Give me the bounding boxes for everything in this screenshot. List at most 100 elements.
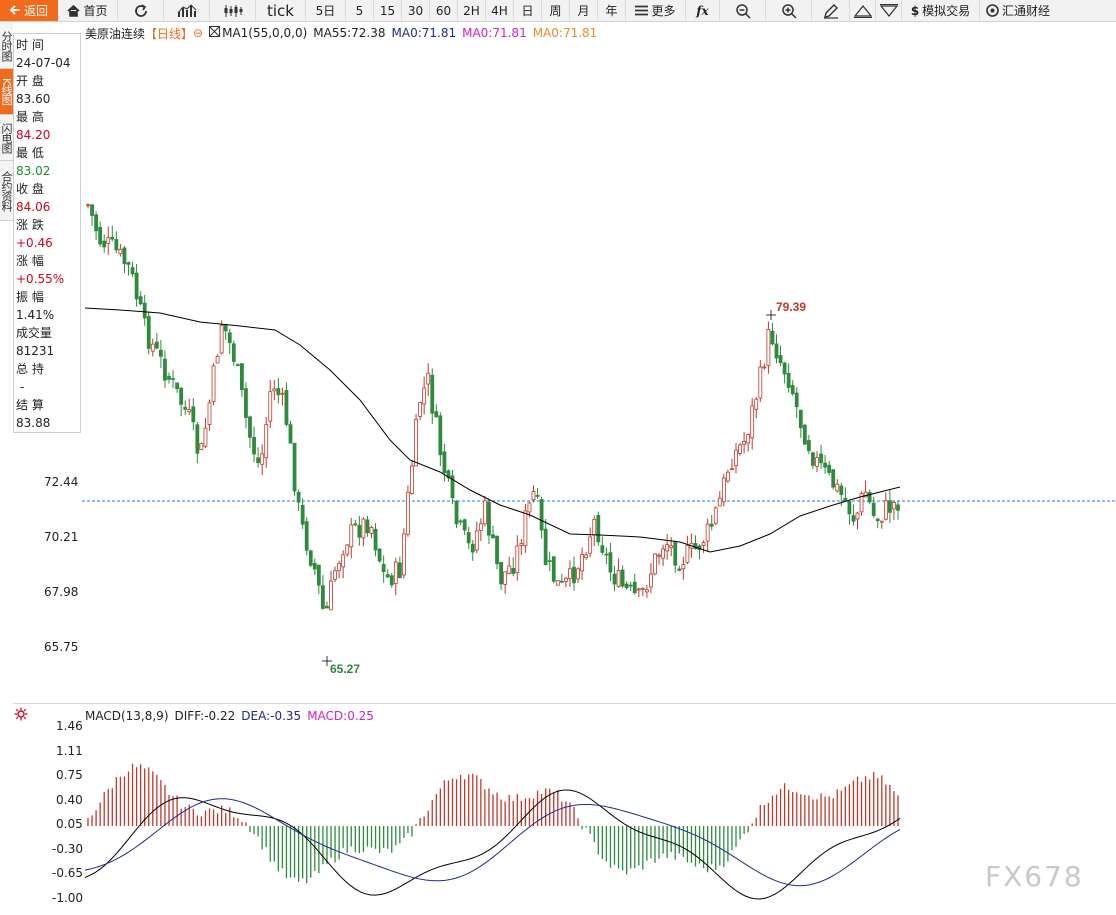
candle-body xyxy=(118,248,123,255)
candle-body xyxy=(726,471,730,482)
ma0-value-c: MA0:71.81 xyxy=(532,26,598,40)
settings-circle-icon[interactable]: ⊖ xyxy=(193,26,204,40)
huitong-button[interactable]: 汇通财经 xyxy=(980,0,1056,21)
tab-contract[interactable]: 合约资料 xyxy=(0,161,13,221)
bar-chart-button[interactable] xyxy=(164,0,210,21)
candle-body xyxy=(150,343,155,352)
candle-body xyxy=(199,443,204,450)
settle-value: 83.88 xyxy=(16,416,51,430)
candle-body xyxy=(786,372,791,388)
period-30[interactable]: 30 xyxy=(402,0,430,21)
period-60[interactable]: 60 xyxy=(430,0,458,21)
instrument-name: 美原油连续 xyxy=(85,26,146,41)
period-label: 60 xyxy=(435,3,452,18)
candle-body xyxy=(807,440,811,452)
candle-body xyxy=(219,324,224,354)
amplitude-label: 振 幅 xyxy=(16,290,44,304)
macd-y-tick: -1.00 xyxy=(52,891,84,905)
candle-body xyxy=(734,449,738,467)
period-week[interactable]: 周 xyxy=(542,0,570,21)
period-15[interactable]: 15 xyxy=(374,0,402,21)
huitong-label: 汇通财经 xyxy=(1002,4,1051,18)
candle-body xyxy=(624,583,629,589)
candle-body xyxy=(770,330,775,345)
candle-body xyxy=(819,453,823,464)
triangle-up-button[interactable] xyxy=(850,0,876,21)
tab-flash[interactable]: 闪电图 xyxy=(0,115,13,161)
y-tick: 67.98 xyxy=(44,585,79,599)
sim-trade-button[interactable]: $ 模拟交易 xyxy=(902,0,980,21)
candle-body xyxy=(195,424,200,454)
pencil-icon xyxy=(823,3,839,19)
candle-body xyxy=(482,500,487,525)
indicator-toggle-icon[interactable] xyxy=(209,26,221,40)
candle-body xyxy=(883,500,888,520)
candle-body xyxy=(86,204,90,207)
back-button[interactable]: 返回 xyxy=(0,0,58,21)
candle-body xyxy=(450,475,455,499)
y-tick: 72.44 xyxy=(44,475,79,489)
period-label: 30 xyxy=(407,3,424,18)
low-label: 最 低 xyxy=(16,146,44,160)
candle-body xyxy=(547,560,552,563)
formula-button[interactable]: fx xyxy=(686,0,720,21)
macd-y-tick: -0.65 xyxy=(52,866,84,880)
candle-body xyxy=(268,391,273,422)
candle-body xyxy=(215,355,220,364)
candle-body xyxy=(134,272,139,300)
quote-info-panel: 时 间 24-07-04 开 盘 83.60 最 高 84.20 最 低 83.… xyxy=(13,33,81,433)
candle-body xyxy=(888,500,892,513)
candle-body xyxy=(106,237,111,244)
toolbar: 返回 首页 tick 5日 5 15 30 60 2H 4H 日 周 月 年 更… xyxy=(0,0,1116,22)
candle-body xyxy=(401,533,406,576)
y-tick: 70.21 xyxy=(44,530,79,544)
candle-body xyxy=(600,545,605,553)
tab-timeshare[interactable]: 分时图 xyxy=(0,23,13,69)
candle-body xyxy=(474,530,479,551)
zoom-in-button[interactable] xyxy=(766,0,812,21)
macd-dea: DEA:-0.35 xyxy=(241,709,302,723)
candle-body xyxy=(227,332,232,344)
zoom-out-button[interactable] xyxy=(720,0,766,21)
period-2h[interactable]: 2H xyxy=(458,0,486,21)
period-label: 日 xyxy=(521,4,534,18)
dea-line xyxy=(84,798,901,887)
candle-body xyxy=(713,507,718,524)
candle-body xyxy=(377,548,382,562)
triangle-down-button[interactable] xyxy=(876,0,902,21)
candle-body xyxy=(357,524,362,538)
candle-body xyxy=(231,343,236,362)
candle-body xyxy=(406,491,410,535)
draw-button[interactable] xyxy=(812,0,850,21)
tab-kline[interactable]: K线图 xyxy=(0,69,13,115)
candle-body xyxy=(896,504,900,511)
period-month[interactable]: 月 xyxy=(570,0,598,21)
candle-body xyxy=(503,571,508,585)
candle-body xyxy=(657,554,661,557)
candle-body xyxy=(823,462,827,468)
candle-body xyxy=(499,561,504,585)
candle-body xyxy=(778,355,783,364)
candle-body xyxy=(568,568,572,580)
settings-gear-icon[interactable] xyxy=(14,707,28,721)
more-button[interactable]: 更多 xyxy=(626,0,686,21)
period-5[interactable]: 5 xyxy=(346,0,374,21)
period-year[interactable]: 年 xyxy=(598,0,626,21)
candlestick-button[interactable] xyxy=(210,0,256,21)
candle-body xyxy=(272,388,277,392)
candle-body xyxy=(766,328,771,366)
candle-body xyxy=(284,390,289,425)
time-value: 24-07-04 xyxy=(16,56,71,70)
refresh-button[interactable] xyxy=(118,0,164,21)
candle-body xyxy=(559,580,564,583)
period-5day[interactable]: 5日 xyxy=(306,0,346,21)
home-button[interactable]: 首页 xyxy=(58,0,118,21)
tick-button[interactable]: tick xyxy=(256,0,306,21)
period-4h[interactable]: 4H xyxy=(486,0,514,21)
candle-body xyxy=(709,523,714,527)
candle-body xyxy=(746,434,751,444)
period-day[interactable]: 日 xyxy=(514,0,542,21)
candle-body xyxy=(458,520,463,523)
candle-body xyxy=(256,457,261,464)
